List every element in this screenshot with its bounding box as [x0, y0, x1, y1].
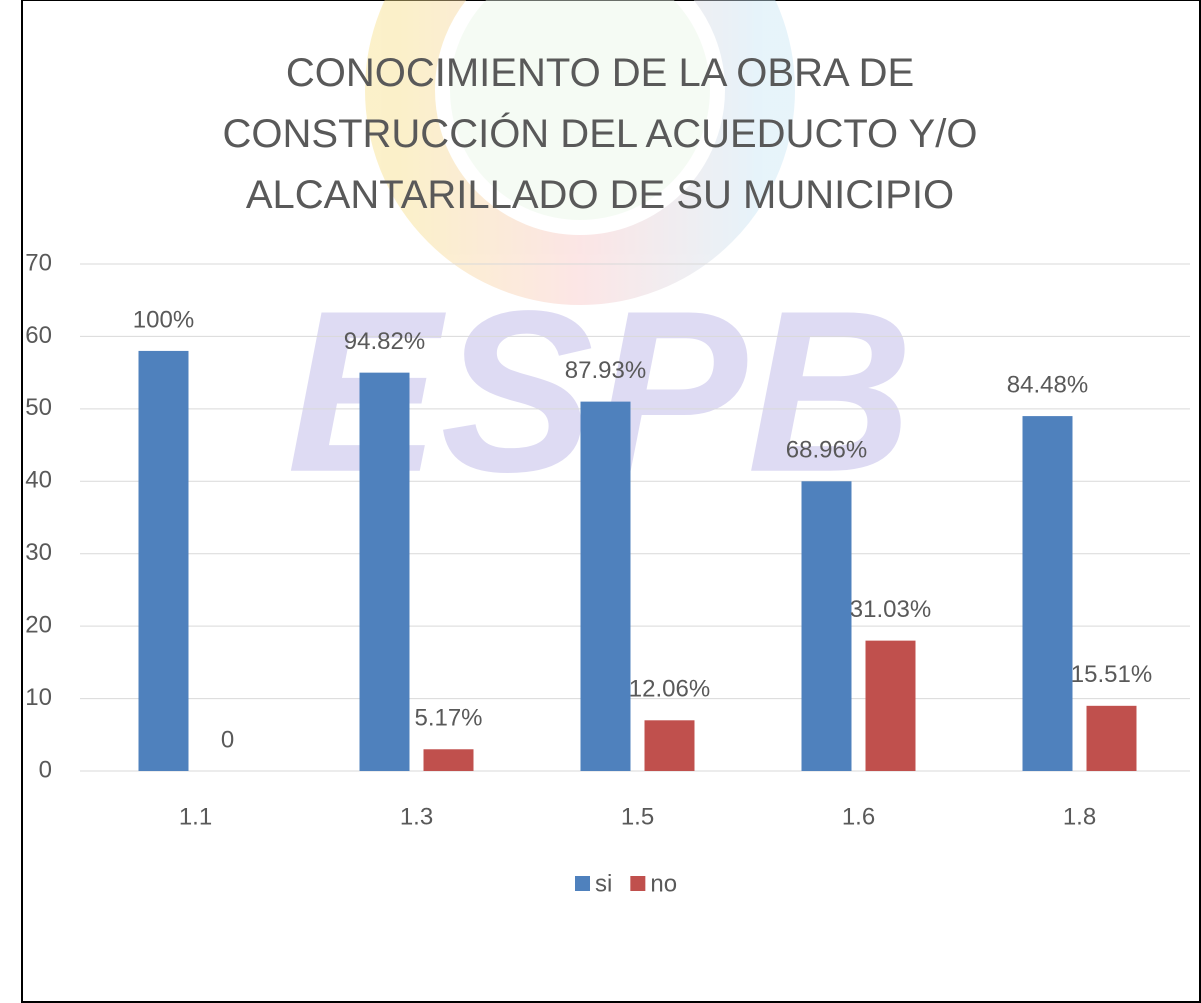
bar	[644, 720, 695, 771]
bar	[865, 640, 916, 771]
y-tick-label: 50	[25, 394, 52, 421]
y-tick-label: 20	[25, 611, 52, 638]
data-label: 94.82%	[344, 328, 425, 355]
data-label: 12.06%	[629, 676, 710, 703]
y-tick-label: 70	[25, 249, 52, 276]
data-label: 5.17%	[414, 705, 482, 732]
data-label: 15.51%	[1071, 661, 1152, 688]
data-label: 68.96%	[786, 437, 867, 464]
x-tick-label: 1.5	[621, 803, 654, 830]
bar	[580, 401, 631, 771]
bar	[1086, 705, 1137, 771]
logo-ring	[365, 0, 795, 305]
bar	[801, 481, 852, 771]
y-tick-label: 10	[25, 684, 52, 711]
x-tick-label: 1.8	[1063, 803, 1096, 830]
bar	[138, 350, 189, 771]
y-tick-label: 30	[25, 539, 52, 566]
y-tick-label: 0	[39, 756, 52, 783]
bar	[423, 749, 474, 771]
bar	[1022, 416, 1073, 771]
legend-swatch	[630, 876, 646, 891]
y-tick-label: 40	[25, 467, 52, 494]
data-label: 0	[221, 726, 234, 753]
legend-swatch	[575, 876, 590, 891]
bar	[359, 372, 410, 771]
x-tick-label: 1.3	[400, 803, 433, 830]
data-label: 84.48%	[1007, 371, 1088, 398]
legend-label: si	[595, 870, 612, 897]
x-tick-label: 1.6	[842, 803, 875, 830]
data-label: 87.93%	[565, 357, 646, 384]
chart-title: CONOCIMIENTO DE LA OBRA DE CONSTRUCCIÓN D…	[223, 51, 978, 217]
y-tick-label: 60	[25, 322, 52, 349]
x-tick-label: 1.1	[179, 803, 212, 830]
data-label: 100%	[133, 306, 194, 333]
data-label: 31.03%	[850, 596, 931, 623]
legend-label: no	[650, 870, 677, 897]
